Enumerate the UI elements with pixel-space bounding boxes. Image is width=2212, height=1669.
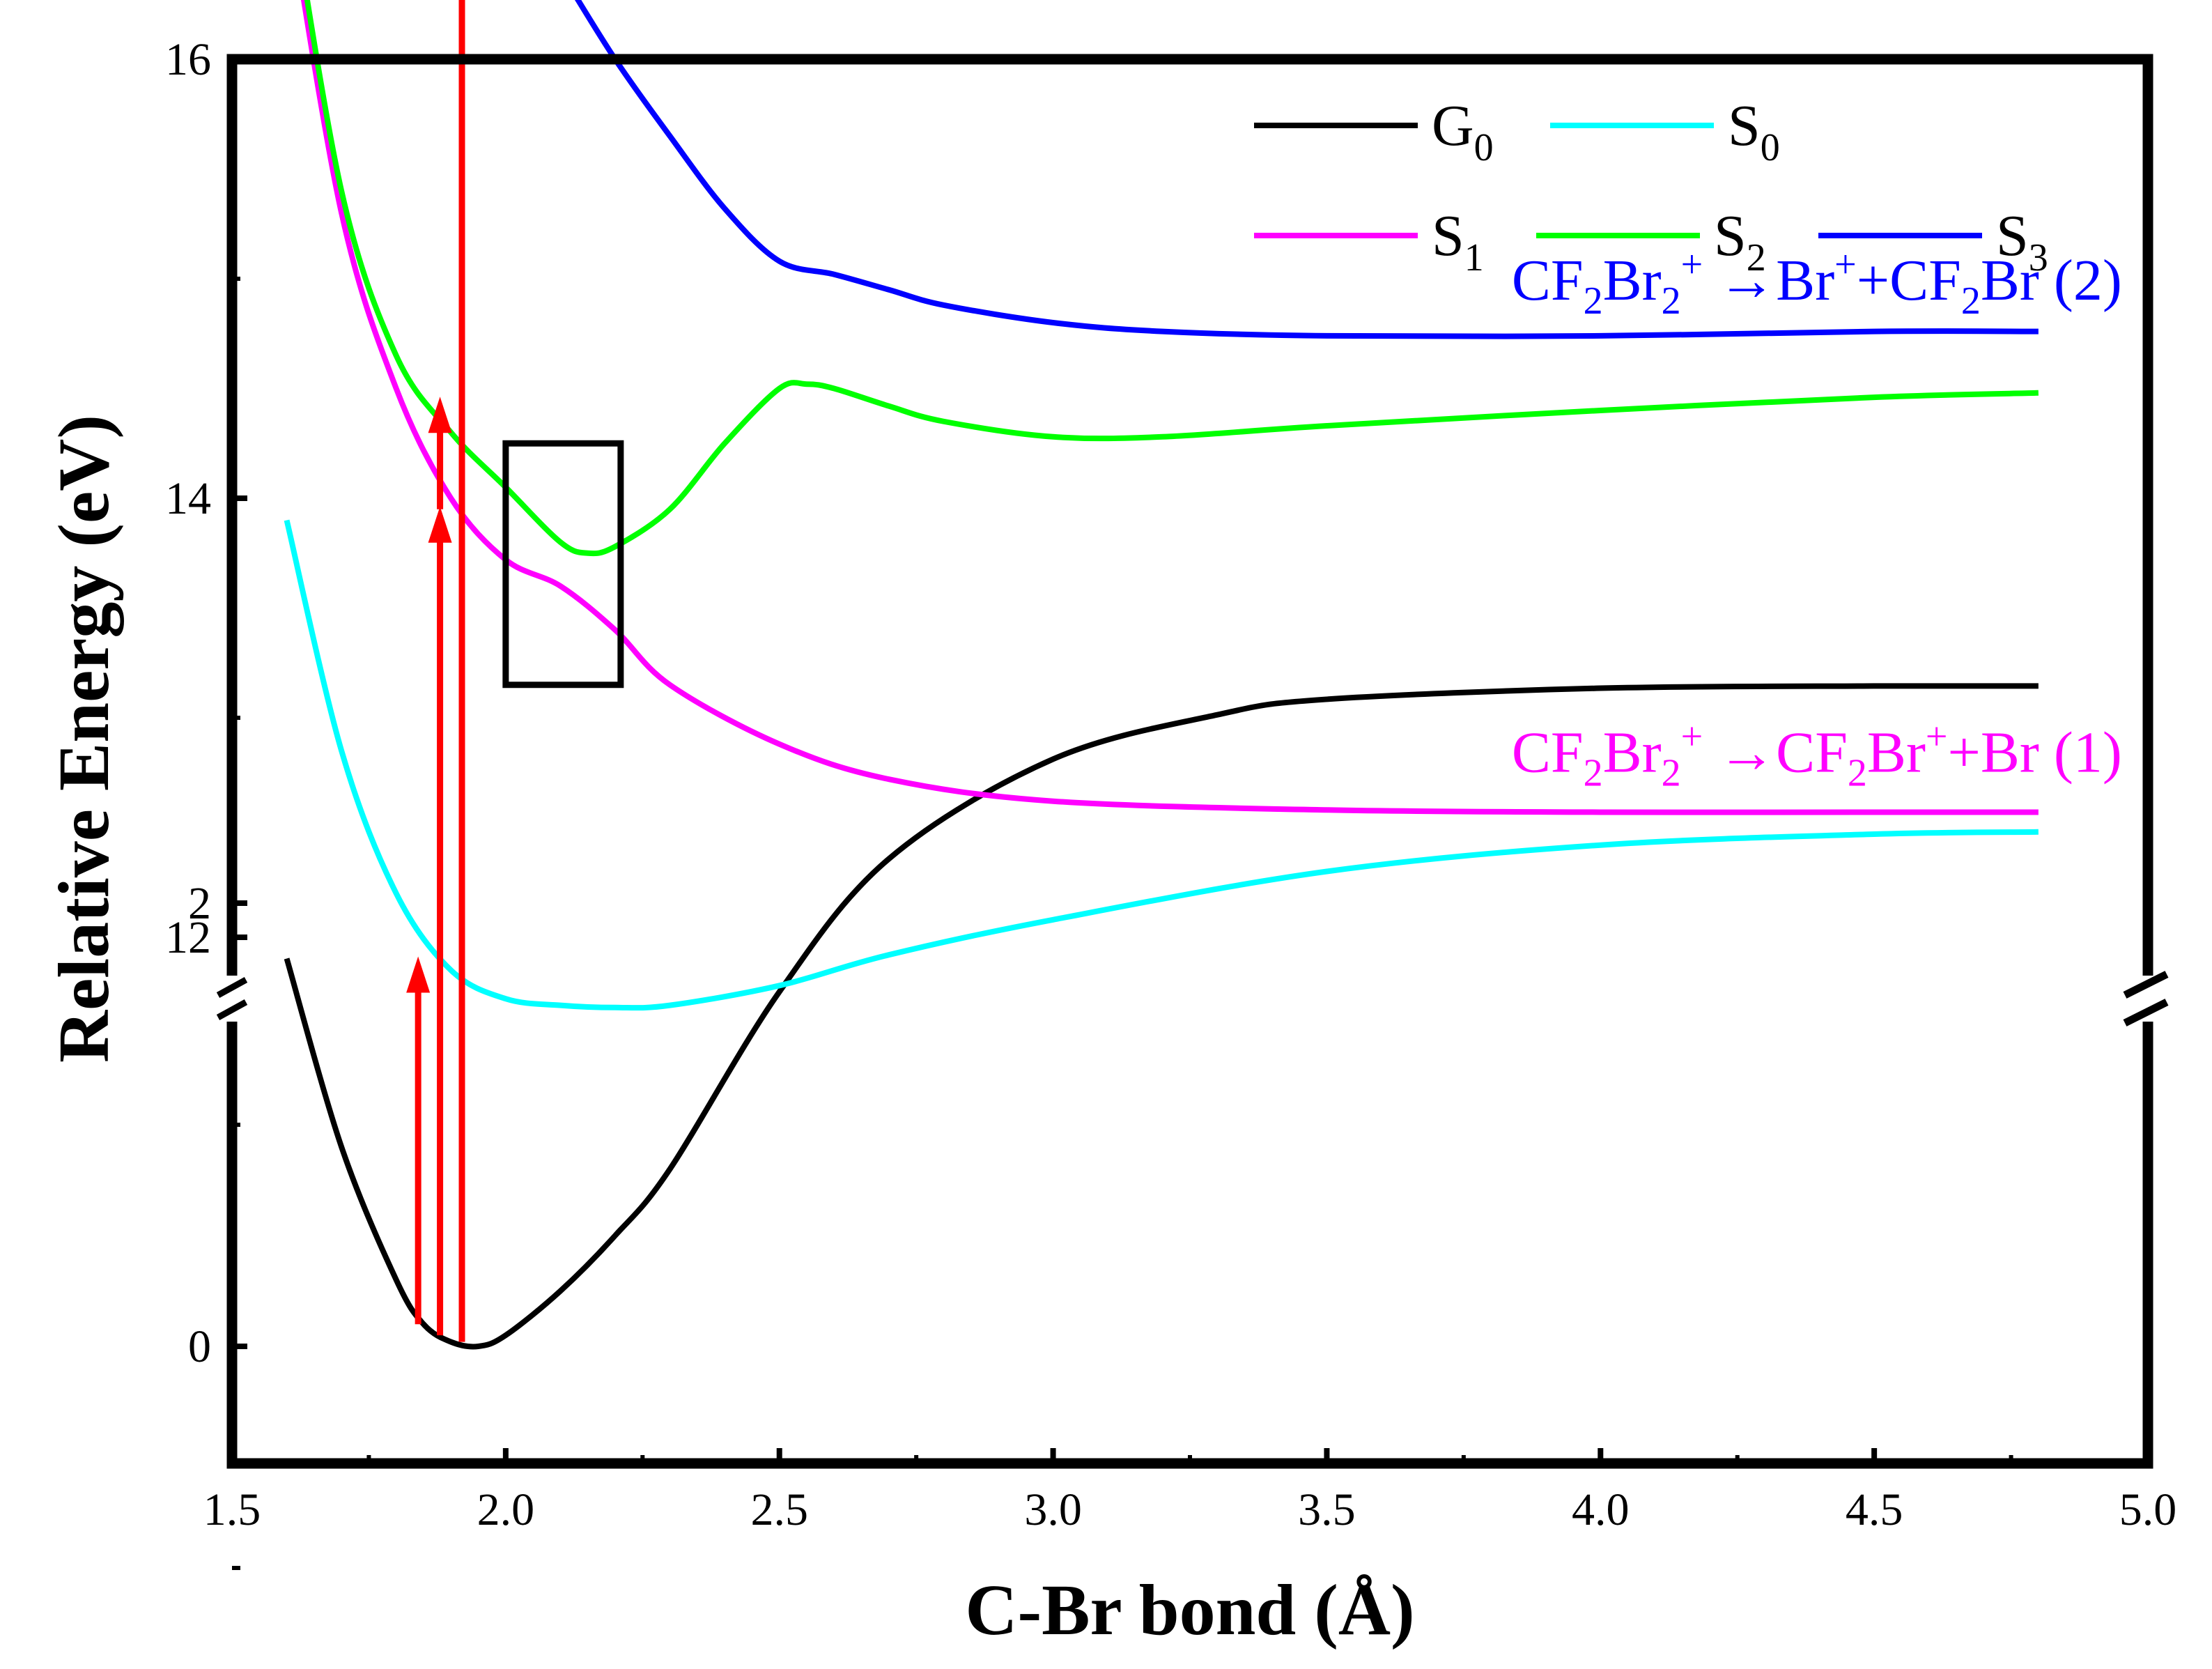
series-line-s2 [304, 0, 2039, 557]
x-tick-label: 2.5 [750, 1484, 808, 1535]
y-tick-label: 16 [165, 34, 211, 85]
x-tick-label: 5.0 [2119, 1484, 2177, 1535]
series-layer [284, 0, 2039, 1350]
svg-text:S2: S2 [1714, 203, 1766, 279]
y-ticks: 121416182002 [165, 34, 247, 1570]
x-tick-label: 3.0 [1024, 1484, 1082, 1535]
legend-entry: S3 [1818, 203, 2048, 279]
y-tick-label: 12 [165, 912, 211, 963]
x-tick-label: 4.5 [1846, 1484, 1903, 1535]
y-tick-label: 2 [188, 878, 211, 929]
excitation-arrow [428, 397, 452, 509]
annotation-layer: CF2Br2+ →Br++CF2Br (2) CF2Br2+ →CF2Br++Br… [1512, 243, 2122, 794]
highlight-box [502, 440, 624, 689]
axis-break-right [2123, 971, 2169, 1026]
legend-entry: S0 [1550, 93, 1780, 169]
x-tick-label: 4.0 [1572, 1484, 1630, 1535]
x-axis-title: C-Br bond (Å) [965, 1570, 1414, 1650]
y-tick-label: 0 [188, 1321, 211, 1372]
axis-break-left [216, 976, 248, 1022]
series-line-s1 [300, 0, 2039, 815]
svg-text:S3: S3 [1996, 203, 2048, 279]
series-line-s0 [284, 519, 2039, 1011]
svg-text:S0: S0 [1728, 93, 1780, 169]
y-tick-label: 14 [165, 473, 211, 524]
x-ticks: 1.5 2.0 2.5 3.0 3.5 4.0 4.5 5.0 [203, 1448, 2177, 1535]
y-axis-title: Relative Energy (eV) [44, 415, 124, 1063]
x-tick-label: 2.0 [477, 1484, 535, 1535]
svg-text:G0: G0 [1432, 93, 1494, 169]
x-tick-label: 1.5 [203, 1484, 261, 1535]
excitation-arrow [428, 506, 452, 1336]
annotation-channel1: CF2Br2+ →CF2Br++Br (1) [1512, 715, 2122, 794]
excitation-arrow [406, 956, 431, 1325]
series-line-s3 [574, 0, 2039, 339]
annotation-channel2: CF2Br2+ →Br++CF2Br (2) [1512, 243, 2122, 323]
legend-entry: S1 [1254, 203, 1484, 279]
legend-entry: G0 [1254, 93, 1494, 169]
svg-text:S1: S1 [1432, 203, 1484, 279]
legend: G0 S0 S1 S2 S3 [1254, 93, 2048, 279]
excitation-arrow [458, 0, 465, 1342]
x-tick-label: 3.5 [1298, 1484, 1356, 1535]
legend-entry: S2 [1536, 203, 1766, 279]
arrow-layer [406, 0, 465, 1342]
series-line-g0 [284, 683, 2039, 1350]
